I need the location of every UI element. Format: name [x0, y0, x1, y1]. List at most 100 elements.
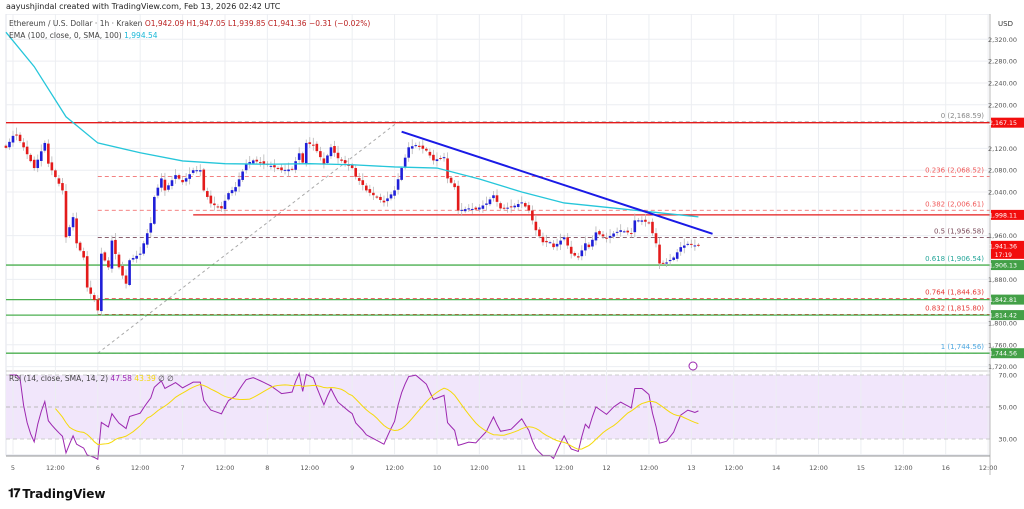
rsi-tick: 70.00 — [998, 372, 1017, 380]
candle-body — [502, 207, 506, 209]
rsi-tick: 30.00 — [998, 436, 1017, 444]
candle-body — [421, 145, 425, 149]
ema-line — [5, 31, 699, 218]
candle-body — [110, 240, 114, 269]
last-price-badge — [991, 240, 1024, 259]
candle-body — [580, 250, 584, 257]
level-1,842.81-badge — [991, 294, 1024, 305]
candle-body — [541, 236, 545, 243]
candle-body — [527, 205, 531, 211]
candles — [4, 127, 700, 316]
price-tick: 1,720.00 — [988, 363, 1017, 371]
candle-body — [117, 254, 121, 268]
time-tick: 12:00 — [979, 464, 998, 472]
tradingview-logo-icon: 𝟏𝟕 — [8, 486, 20, 500]
candle-body — [361, 180, 365, 185]
level-1,814.42-badge — [991, 310, 1024, 321]
time-tick: 9 — [350, 464, 354, 472]
candle-body — [75, 218, 78, 244]
fib-label-0.236: 0.236 (2,068.52) — [925, 166, 984, 174]
candle-body — [432, 154, 435, 161]
rsi-value: 47.58 — [110, 374, 132, 383]
level-1,998.11-badge-text: 1,998.11 — [989, 212, 1017, 219]
candle-body — [188, 174, 191, 179]
candle-body — [135, 255, 138, 259]
candle-body — [290, 168, 294, 170]
symbol-title[interactable]: Ethereum / U.S. Dollar · 1h · Kraken — [9, 19, 143, 28]
time-tick: 12:00 — [385, 464, 404, 472]
candle-body — [407, 147, 410, 158]
candle-body — [612, 233, 615, 237]
candle-body — [357, 178, 361, 181]
price-tick: 2,080.00 — [988, 167, 1017, 175]
rsi-extra-2: ∅ — [167, 374, 174, 383]
candle-body — [690, 243, 693, 245]
candle-body — [131, 258, 135, 260]
last-price-countdown: 17:19 — [995, 252, 1012, 259]
candle-body — [174, 175, 177, 179]
price-chart[interactable]: 0 (2,168.59) 0.236 (2,068.52) 0.382 (2,006… — [0, 0, 1024, 480]
time-tick: 12:00 — [300, 464, 319, 472]
fib-label-0.382: 0.382 (2,006.61) — [925, 200, 984, 208]
candle-body — [686, 243, 690, 245]
candle-body — [389, 194, 393, 199]
chart-credit: aayushjindal created with TradingView.co… — [6, 2, 281, 11]
candle-body — [262, 161, 266, 164]
candle-body — [89, 287, 93, 294]
candle-body — [259, 162, 262, 164]
symbol-legend: Ethereum / U.S. Dollar · 1h · Kraken O1,… — [9, 18, 370, 42]
candle-body — [322, 158, 326, 164]
candle-body — [206, 191, 209, 197]
candle-body — [697, 244, 700, 246]
time-tick: 12 — [602, 464, 610, 472]
rsi-tick: 50.00 — [998, 404, 1017, 412]
price-tick: 1,760.00 — [988, 341, 1017, 349]
candle-body — [393, 190, 396, 196]
candle-body — [569, 246, 573, 254]
candle-body — [15, 134, 18, 136]
candle-body — [545, 240, 548, 243]
candle-body — [138, 253, 142, 255]
candle-body — [149, 223, 153, 233]
candle-body — [255, 159, 259, 162]
candle-body — [372, 192, 375, 196]
ema-label[interactable]: EMA (100, close, 0, SMA, 100) — [9, 31, 122, 40]
candle-body — [481, 205, 485, 209]
fib-label-0: 0 (2,168.59) — [941, 112, 985, 120]
candle-body — [651, 221, 654, 234]
time-tick: 12:00 — [131, 464, 150, 472]
candle-body — [160, 178, 163, 188]
candle-body — [417, 145, 421, 147]
level-1,744.56-badge — [991, 348, 1024, 359]
candle-body — [273, 165, 276, 168]
candle-body — [661, 262, 665, 264]
candle-body — [64, 191, 68, 238]
fib-label-1: 1 (1,744.56) — [941, 343, 985, 351]
candle-body — [605, 237, 608, 239]
candle-body — [644, 219, 647, 222]
rsi-line — [9, 371, 699, 461]
trendline — [401, 130, 713, 235]
rsi-label[interactable]: RSI (14, close, SMA, 14, 2) — [9, 374, 109, 383]
candle-body — [297, 153, 301, 160]
candle-body — [591, 239, 594, 247]
candle-body — [576, 256, 580, 258]
candle-body — [658, 244, 661, 264]
candle-body — [241, 171, 244, 180]
candle-body — [195, 170, 199, 172]
time-tick: 12:00 — [555, 464, 574, 472]
candle-body — [202, 169, 206, 191]
candle-body — [495, 195, 499, 202]
candle-body — [368, 189, 372, 193]
candle-body — [184, 178, 188, 182]
candle-body — [25, 146, 29, 155]
candle-body — [223, 200, 227, 210]
level-2,167.15-badge — [991, 117, 1024, 128]
candle-body — [216, 206, 220, 208]
candle-body — [177, 175, 181, 179]
time-tick: 7 — [181, 464, 185, 472]
candle-body — [516, 204, 520, 207]
level-2,167.15-badge-text: 2,167.15 — [989, 120, 1017, 127]
candle-body — [350, 164, 354, 169]
candle-body — [121, 266, 124, 276]
